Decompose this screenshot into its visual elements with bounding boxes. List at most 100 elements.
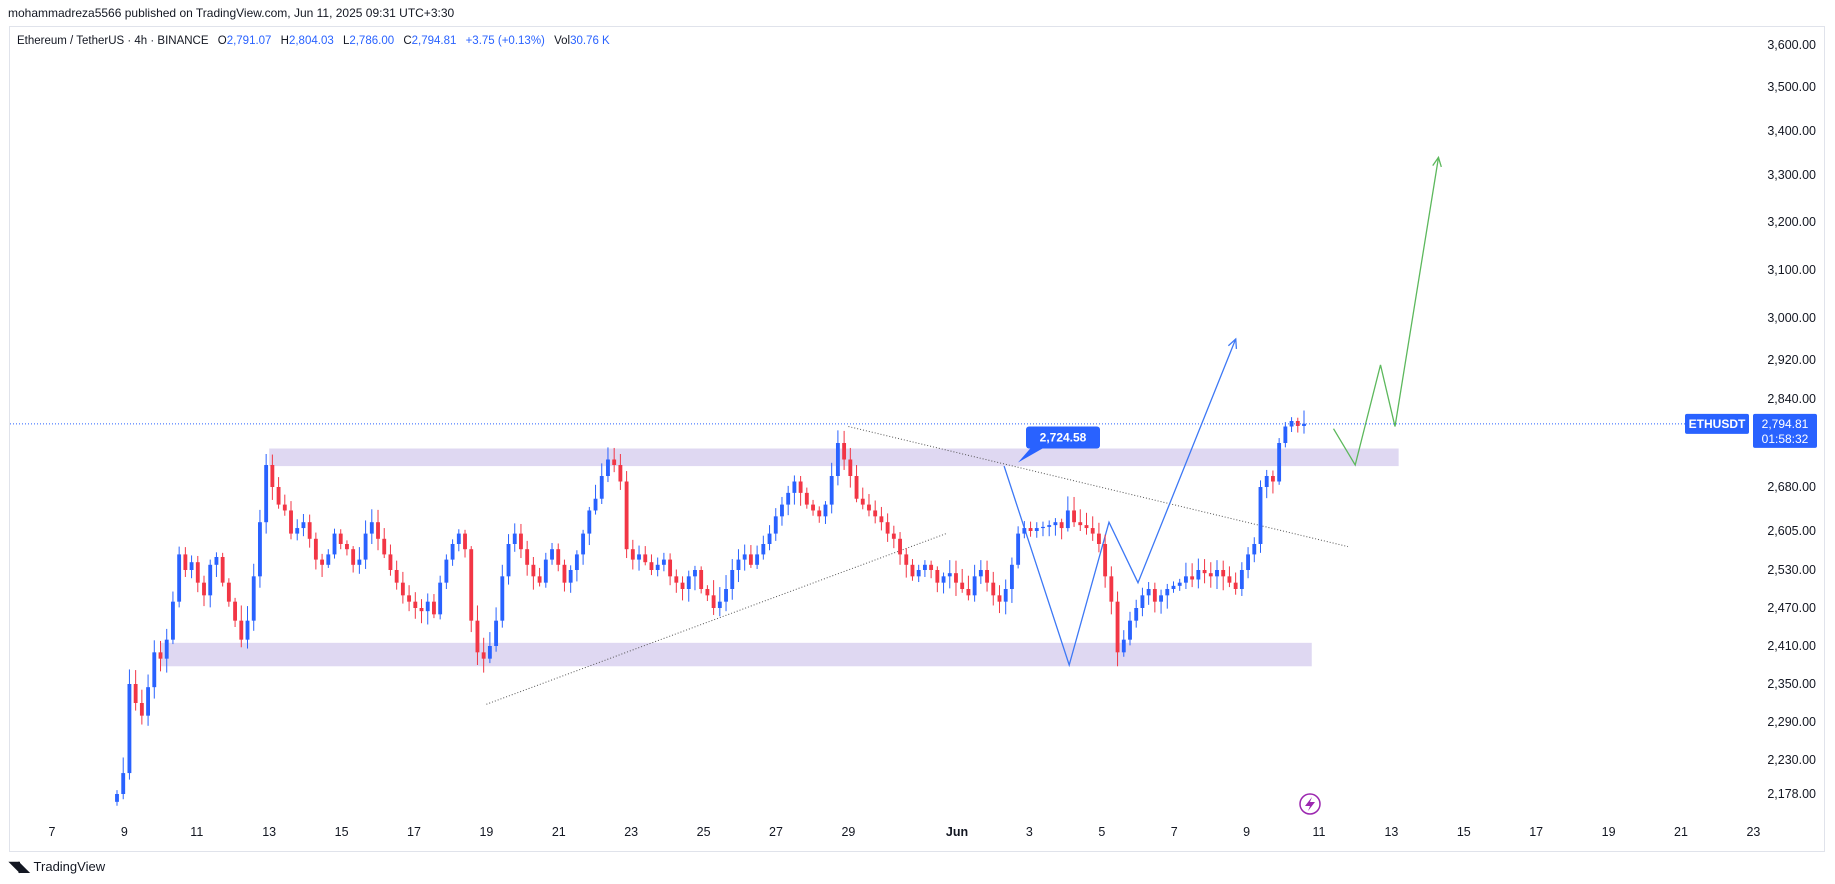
- time-tick-label: 11: [1313, 825, 1326, 839]
- candle-body: [183, 554, 188, 570]
- candle-body: [1065, 510, 1070, 529]
- legend-high-label: H: [280, 35, 289, 47]
- candle-body: [407, 595, 412, 602]
- candle-body: [674, 576, 679, 583]
- price-tick-label: 2,840.00: [1767, 392, 1816, 406]
- candle-body: [1227, 576, 1232, 583]
- candle-body: [345, 544, 349, 550]
- candle-body: [394, 570, 399, 583]
- candle-body: [1196, 570, 1201, 580]
- footer-brand[interactable]: ◥◣ TradingView: [9, 858, 105, 875]
- candle-body: [587, 510, 592, 534]
- candle-body: [922, 564, 927, 570]
- candle-body: [1283, 426, 1288, 443]
- time-tick-label: 9: [1243, 825, 1250, 839]
- time-tick-label: 21: [552, 825, 566, 839]
- projection-green: [1332, 157, 1440, 467]
- candle-body: [904, 554, 909, 565]
- time-tick-label: 27: [769, 825, 783, 839]
- price-tick-label: 3,200.00: [1767, 215, 1816, 229]
- candle-body: [1246, 554, 1250, 570]
- legend-close: 2,794.81: [411, 35, 457, 47]
- candle-body: [1109, 576, 1114, 602]
- time-tick-label: 17: [1529, 825, 1543, 839]
- candle-body: [512, 533, 517, 544]
- projection-blue: [1003, 338, 1237, 668]
- candle-body: [767, 533, 772, 544]
- price-tick-label: 3,500.00: [1767, 80, 1816, 94]
- candle-body: [1016, 533, 1021, 565]
- time-tick-label: 7: [1171, 825, 1178, 839]
- candle-body: [189, 562, 194, 570]
- candle-body: [400, 582, 405, 596]
- candle-body: [668, 559, 673, 577]
- candle-body: [978, 570, 983, 577]
- time-tick-label: 19: [1602, 825, 1616, 839]
- candle-body: [941, 576, 946, 583]
- projection-blue-arrowhead: [1227, 337, 1238, 350]
- candle-body: [363, 533, 368, 560]
- candle-body: [152, 652, 157, 688]
- candle-body: [748, 554, 753, 565]
- candle-body: [835, 443, 840, 476]
- price-tick-label: 2,680.00: [1767, 480, 1816, 494]
- candle-body: [177, 554, 182, 602]
- candle-body: [593, 498, 598, 511]
- candle-body: [680, 582, 685, 589]
- candle-body: [1271, 476, 1275, 482]
- candle-body: [1096, 533, 1101, 544]
- candle-body: [456, 533, 461, 544]
- candle-body: [276, 487, 281, 505]
- candle-body: [724, 589, 728, 602]
- candle-body: [1140, 595, 1145, 608]
- legend-change: +3.75 (+0.13%): [465, 35, 545, 47]
- price-tick-label: 2,178.00: [1767, 787, 1816, 801]
- candle-body: [376, 522, 380, 539]
- price-tag-symbol-box: [1685, 413, 1749, 434]
- candle-body: [717, 601, 722, 608]
- candle-body: [500, 576, 505, 621]
- candle-body: [556, 549, 561, 565]
- legend-symbol[interactable]: Ethereum / TetherUS · 4h · BINANCE: [17, 35, 209, 47]
- candle-body: [425, 601, 430, 612]
- price-tick-label: 3,600.00: [1767, 38, 1816, 52]
- candle-body: [1003, 589, 1008, 602]
- candle-body: [369, 522, 374, 534]
- candle-body: [891, 533, 896, 539]
- legend-vol: 30.76 K: [570, 35, 610, 47]
- candle-body: [351, 549, 356, 565]
- candles-layer: [115, 410, 1306, 806]
- price-axis[interactable]: 3,600.00 3,500.00 3,400.00 3,300.00 3,200.00…: [1767, 38, 1816, 801]
- chart-frame: [9, 26, 1825, 852]
- candle-body: [773, 516, 778, 534]
- candle-body: [966, 589, 971, 596]
- candle-body: [1171, 585, 1176, 589]
- candle-body: [1053, 522, 1058, 526]
- candle-body: [1103, 544, 1108, 577]
- candle-body: [226, 582, 231, 602]
- candle-body: [1047, 525, 1052, 527]
- time-tick-label: 29: [841, 825, 855, 839]
- candle-body: [357, 559, 362, 565]
- time-tick-label: Jun: [946, 825, 968, 839]
- candle-body: [444, 559, 449, 583]
- candle-body: [1159, 595, 1163, 602]
- price-tick-label: 2,290.00: [1767, 715, 1816, 729]
- candle-body: [320, 559, 325, 565]
- candle-body: [643, 554, 648, 563]
- candle-body: [382, 538, 387, 555]
- price-callout[interactable]: 2,724.58: [1018, 426, 1100, 463]
- candle-body: [568, 570, 573, 583]
- price-tick-label: 2,605.00: [1767, 524, 1816, 538]
- candle-body: [388, 554, 393, 570]
- candle-body: [705, 589, 710, 596]
- candle-body: [245, 620, 250, 640]
- lightning-icon[interactable]: [1299, 793, 1321, 815]
- candle-body: [282, 504, 287, 511]
- time-axis[interactable]: 7 9 11 13 15 17 19 21 23 25 27 29 Jun 3 5 7 9 11 13 15 17 19 2…: [49, 825, 1761, 839]
- candle-body: [1034, 528, 1039, 531]
- candle-body: [307, 522, 312, 539]
- candle-body: [338, 533, 343, 544]
- candle-body: [469, 549, 474, 621]
